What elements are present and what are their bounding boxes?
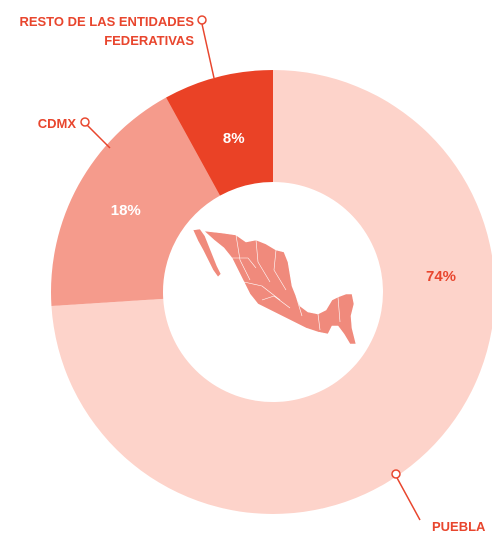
donut-slices: [50, 70, 492, 514]
callout-line-cdmx: [85, 123, 111, 149]
callout-line-resto: [201, 23, 215, 79]
slice-resto-de-las-entidades-federativas: [166, 70, 273, 196]
callout-line-puebla: [395, 475, 421, 521]
callout-dot-puebla: [391, 469, 401, 479]
callout-dot-cdmx: [80, 117, 90, 127]
slice-labels: 74% 18% 8%: [111, 130, 456, 285]
slice-puebla: [51, 70, 492, 514]
value-label-2: 8%: [223, 130, 245, 147]
value-label-0: 74%: [426, 268, 456, 285]
mexico-map-icon: [192, 228, 357, 345]
callout-dot-resto: [197, 15, 207, 25]
callouts: RESTO DE LAS ENTIDADES FEDERATIVAS CDMX PUE…: [19, 14, 486, 534]
callout-label-puebla: PUEBLA: [432, 519, 486, 534]
callout-label-resto: RESTO DE LAS ENTIDADES FEDERATIVAS: [19, 14, 194, 48]
value-label-1: 18%: [111, 202, 141, 219]
slice-cdmx: [50, 97, 221, 306]
callout-label-cdmx: CDMX: [38, 116, 77, 131]
